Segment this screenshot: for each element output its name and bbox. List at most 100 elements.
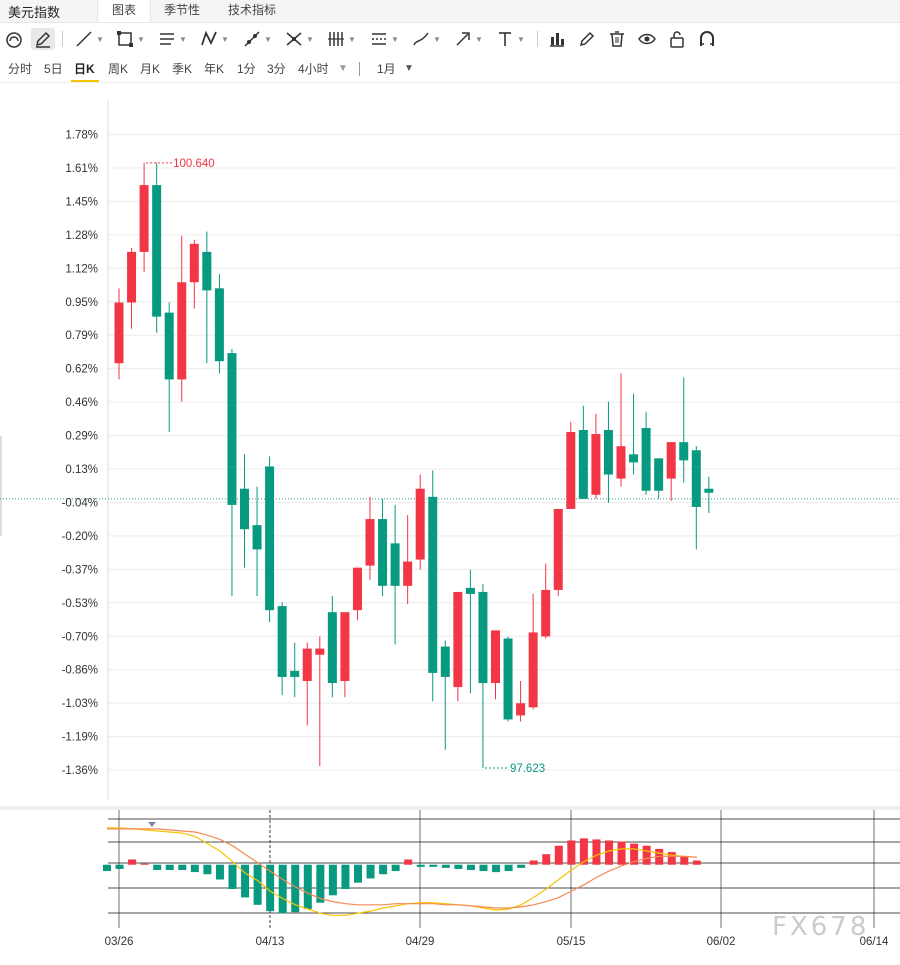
macd-hist-bar (178, 865, 186, 870)
period-1min[interactable]: 1分 (237, 60, 256, 77)
cross-lines-icon[interactable]: ▼ (284, 28, 314, 50)
chevron-down-icon[interactable]: ▼ (338, 63, 348, 74)
macd-hist-bar (128, 859, 136, 864)
y-tick-label: 0.79% (65, 330, 98, 342)
candle-body (604, 430, 613, 475)
period-5day[interactable]: 5日 (44, 60, 63, 77)
pencil-icon[interactable] (31, 28, 55, 50)
candle-body (642, 428, 651, 491)
x-tick-label: 06/02 (707, 936, 736, 948)
drawing-toolbar: ▼ ▼ ▼ ▼ ▼ ▼ ▼ ▼ ▼ ▼ ▼ (0, 24, 900, 54)
macd-hist-bar (530, 861, 538, 865)
candle-body (529, 632, 538, 707)
y-tick-label: -1.19% (62, 732, 98, 744)
macd-hist-bar (329, 865, 337, 896)
y-tick-label: 0.95% (65, 297, 98, 309)
unlock-icon[interactable] (667, 28, 687, 50)
channel-icon[interactable]: ▼ (369, 28, 399, 50)
candle-body (127, 252, 136, 303)
period-3min[interactable]: 3分 (267, 60, 286, 77)
candle-body (253, 525, 262, 549)
candle-body (177, 282, 186, 379)
period-quarterly-k[interactable]: 季K (172, 60, 192, 77)
candle-body (478, 592, 487, 683)
pattern-icon[interactable]: ▼ (199, 28, 229, 50)
candle-body (504, 638, 513, 719)
macd-hist-bar (454, 865, 462, 869)
x-tick-label: 03/26 (105, 936, 134, 948)
period-intraday[interactable]: 分时 (8, 60, 32, 77)
candle-body (340, 612, 349, 681)
candle-body (403, 562, 412, 586)
text-icon[interactable]: ▼ (495, 28, 525, 50)
x-tick-label: 04/13 (256, 936, 285, 948)
eye-icon[interactable] (637, 28, 657, 50)
candlestick-chart[interactable]: 1.78% 1.61% 1.45% 1.28% 1.12% 0.95% 0.79% 0.62%… (0, 100, 900, 802)
macd-hist-bar (492, 865, 500, 872)
chevron-down-icon: ▼ (96, 35, 104, 44)
candle-body (202, 252, 211, 290)
macd-hist-bar (241, 865, 249, 898)
period-daily-k[interactable]: 日K (74, 60, 95, 77)
macd-indicator-chart[interactable]: 03/26 04/13 04/29 05/15 06/02 06/14 (0, 806, 900, 965)
candle-body (315, 649, 324, 655)
chevron-down-icon: ▼ (137, 35, 145, 44)
toolbar-separator (62, 31, 63, 47)
trash-icon[interactable] (607, 28, 627, 50)
y-tick-label: 1.28% (65, 230, 98, 242)
candle-body (378, 519, 387, 586)
low-price-label: 97.623 (510, 763, 545, 775)
candle-body (366, 519, 375, 566)
chevron-down-icon: ▼ (348, 35, 356, 44)
ray-icon[interactable]: ▼ (242, 28, 272, 50)
magnet-icon[interactable] (4, 28, 24, 50)
tab-technical-indicators[interactable]: 技术指标 (214, 0, 290, 22)
candle-body (303, 649, 312, 681)
candle-body (466, 588, 475, 594)
macd-hist-bar (442, 865, 450, 868)
macd-hist-bar (605, 840, 613, 864)
candle-body (152, 185, 161, 317)
candle-body (704, 489, 713, 493)
candle-body (115, 302, 124, 363)
candle-body (416, 489, 425, 560)
magnet-u-icon[interactable] (697, 28, 717, 50)
macd-hist-bar (417, 865, 425, 867)
period-4hour[interactable]: 4小时 (298, 60, 329, 77)
candle-body (579, 430, 588, 499)
period-weekly-k[interactable]: 周K (108, 60, 128, 77)
y-tick-label: 0.29% (65, 431, 98, 443)
panel-divider (0, 806, 900, 810)
macd-hist-bar (103, 865, 111, 871)
macd-hist-bar (567, 840, 575, 864)
y-tick-label: -0.86% (62, 665, 98, 677)
macd-hist-bar (429, 865, 437, 867)
line-icon[interactable]: ▼ (74, 28, 104, 50)
parallel-lines-icon[interactable]: ▼ (157, 28, 187, 50)
rectangle-icon[interactable]: ▼ (115, 28, 145, 50)
chevron-down-icon[interactable]: ▼ (404, 63, 414, 74)
macd-hist-bar (191, 865, 199, 872)
brush-icon[interactable]: ▼ (411, 28, 441, 50)
period-monthly-k[interactable]: 月K (140, 60, 160, 77)
tab-chart[interactable]: 图表 (97, 0, 151, 22)
period-yearly-k[interactable]: 年K (204, 60, 224, 77)
chevron-down-icon: ▼ (264, 35, 272, 44)
tab-seasonality[interactable]: 季节性 (150, 0, 214, 22)
chevron-down-icon: ▼ (306, 35, 314, 44)
candle-body (667, 442, 676, 478)
period-separator (359, 62, 360, 76)
range-select[interactable]: 1月 (377, 60, 396, 77)
candle-body (441, 647, 450, 677)
bar-chart-icon[interactable] (547, 28, 567, 50)
macd-hist-bar (379, 865, 387, 874)
arrow-icon[interactable]: ▼ (453, 28, 483, 50)
macd-hist-bar (153, 865, 161, 870)
macd-hist-bar (229, 865, 237, 889)
macd-hist-bar (542, 854, 550, 865)
candle-body (692, 450, 701, 507)
macd-hist-bar (166, 865, 174, 870)
fibonacci-icon[interactable]: ▼ (326, 28, 356, 50)
chevron-down-icon: ▼ (221, 35, 229, 44)
edit-icon[interactable] (577, 28, 597, 50)
